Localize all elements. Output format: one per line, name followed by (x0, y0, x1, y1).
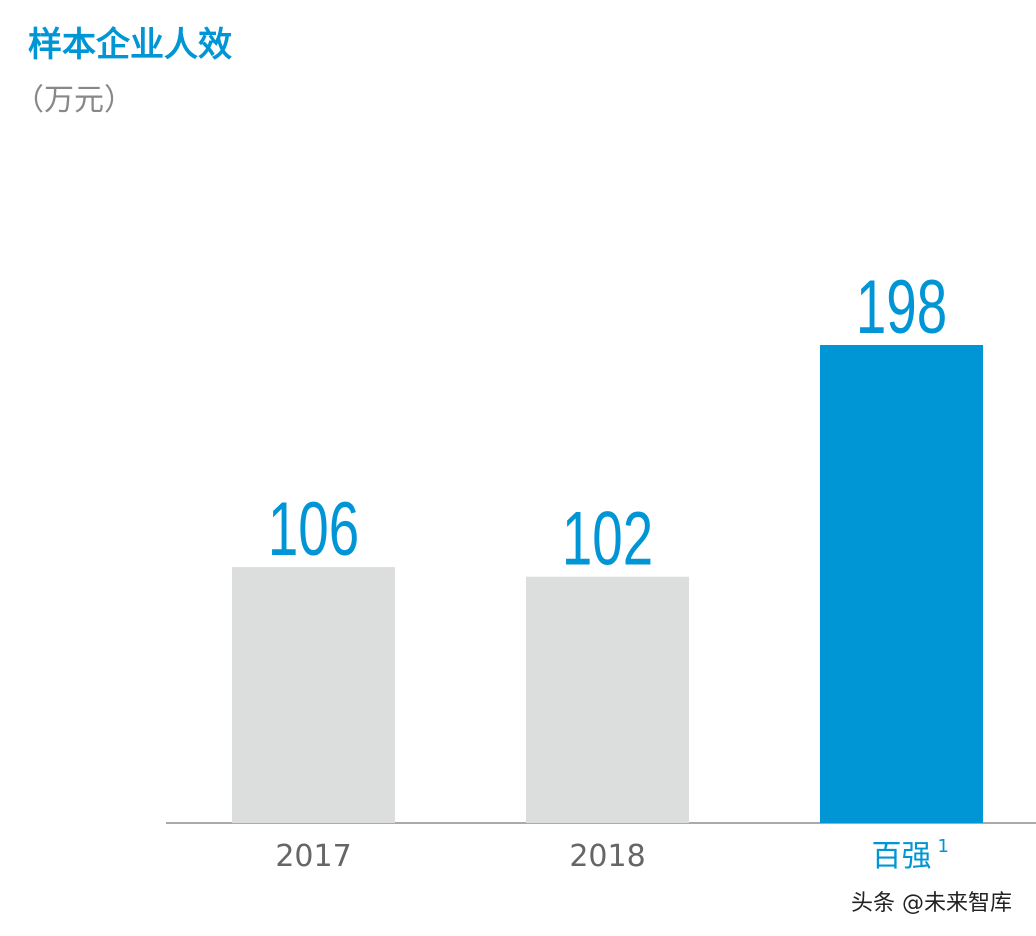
x-tick-label: 2017 (275, 839, 351, 874)
chart-subtitle: （万元） (14, 83, 134, 118)
chart-title: 样本企业人效 (28, 25, 232, 65)
footnote-marker: 1 (938, 836, 949, 857)
value-label: 198 (856, 265, 947, 350)
bar (232, 567, 395, 823)
x-tick-label: 2018 (569, 839, 645, 874)
watermark: 头条 @未来智库 (851, 891, 1012, 916)
value-label: 106 (268, 487, 359, 572)
bar (526, 576, 689, 823)
bar (820, 345, 983, 823)
x-tick-label: 百强 (872, 839, 932, 874)
value-label: 102 (562, 497, 653, 582)
